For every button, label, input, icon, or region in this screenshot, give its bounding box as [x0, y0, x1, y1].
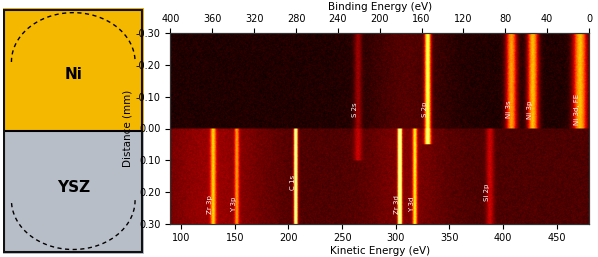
- Text: Y 3d: Y 3d: [409, 197, 415, 212]
- Text: YSZ: YSZ: [57, 180, 90, 195]
- Text: C 1s: C 1s: [290, 175, 296, 190]
- Bar: [3, 131, 144, 254]
- Text: S 2p: S 2p: [422, 102, 428, 117]
- Y-axis label: Distance (mm): Distance (mm): [123, 90, 133, 167]
- X-axis label: Binding Energy (eV): Binding Energy (eV): [328, 2, 432, 12]
- Bar: [3, 8, 144, 131]
- X-axis label: Kinetic Energy (eV): Kinetic Energy (eV): [329, 246, 430, 256]
- Text: Zr 3d: Zr 3d: [394, 195, 400, 214]
- Text: Si 2p: Si 2p: [484, 183, 490, 200]
- Text: Ni: Ni: [65, 67, 82, 82]
- Text: Y 3p: Y 3p: [231, 197, 237, 212]
- Text: Ni 3p: Ni 3p: [527, 100, 533, 119]
- Text: Zr 3p: Zr 3p: [208, 195, 213, 214]
- Text: S 2s: S 2s: [352, 102, 358, 117]
- Text: Ni 3d, FE: Ni 3d, FE: [575, 94, 581, 125]
- Text: Ni 3s: Ni 3s: [506, 101, 512, 118]
